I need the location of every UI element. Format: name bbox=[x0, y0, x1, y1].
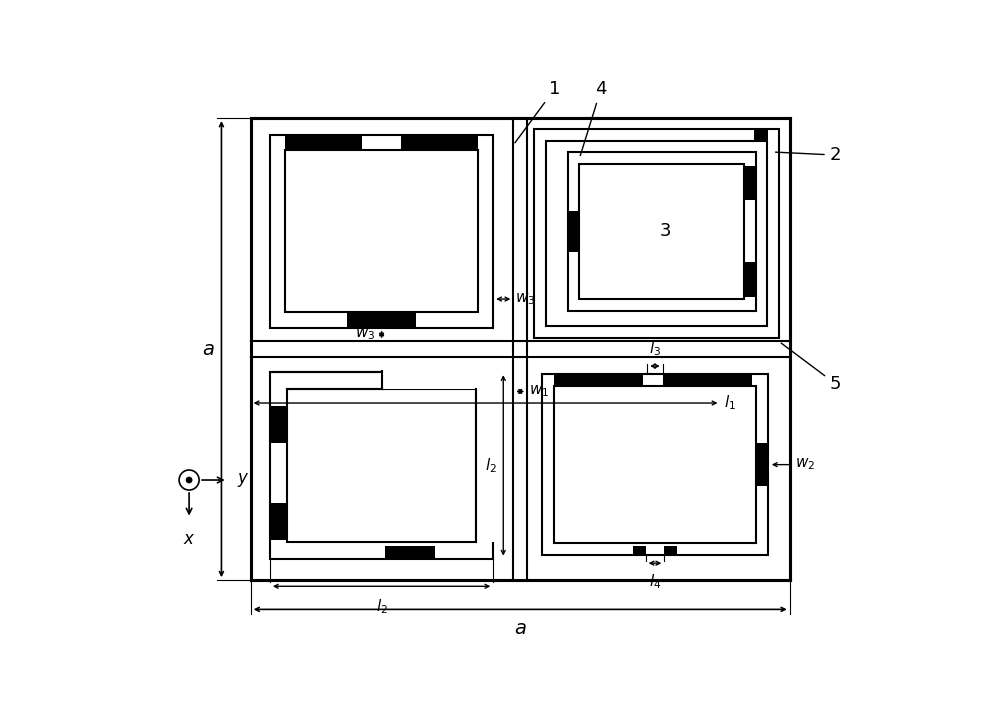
Text: $y$: $y$ bbox=[237, 471, 249, 489]
Bar bbox=[270, 135, 493, 328]
Bar bbox=[546, 141, 767, 326]
Bar bbox=[664, 546, 677, 555]
Bar bbox=[568, 152, 756, 311]
Text: $w_1$: $w_1$ bbox=[529, 383, 549, 399]
Bar bbox=[554, 373, 643, 386]
Bar bbox=[477, 372, 498, 542]
Bar bbox=[285, 150, 478, 312]
Text: $l_2$: $l_2$ bbox=[376, 597, 388, 616]
Text: $w_3$: $w_3$ bbox=[515, 291, 535, 307]
Bar bbox=[251, 118, 790, 580]
Bar bbox=[270, 503, 287, 540]
Text: 1: 1 bbox=[515, 80, 561, 143]
Text: $x$: $x$ bbox=[183, 530, 195, 548]
Text: 3: 3 bbox=[660, 223, 671, 241]
Text: $a$: $a$ bbox=[202, 340, 215, 359]
Bar bbox=[251, 341, 790, 357]
Bar bbox=[744, 263, 756, 297]
Bar bbox=[633, 546, 646, 555]
Text: 2: 2 bbox=[776, 146, 841, 164]
Bar bbox=[401, 135, 478, 150]
Bar bbox=[534, 129, 779, 338]
Bar bbox=[513, 118, 527, 580]
Bar bbox=[382, 369, 497, 389]
Bar bbox=[385, 546, 435, 559]
Bar bbox=[568, 211, 579, 252]
Text: $w_3$: $w_3$ bbox=[355, 326, 375, 343]
Bar bbox=[270, 372, 493, 559]
Bar bbox=[270, 406, 287, 443]
Text: 4: 4 bbox=[580, 80, 607, 156]
Text: $l_1$: $l_1$ bbox=[724, 394, 736, 412]
Bar bbox=[744, 166, 756, 200]
Text: $l_4$: $l_4$ bbox=[649, 572, 661, 591]
Text: $l_3$: $l_3$ bbox=[649, 339, 661, 357]
Text: $a$: $a$ bbox=[514, 618, 527, 637]
Text: $w_2$: $w_2$ bbox=[795, 457, 815, 472]
Bar bbox=[287, 389, 476, 542]
Bar bbox=[554, 386, 756, 543]
Bar bbox=[756, 443, 768, 486]
Bar bbox=[754, 129, 768, 141]
Circle shape bbox=[186, 477, 192, 483]
Bar bbox=[663, 373, 752, 386]
Bar bbox=[542, 373, 768, 555]
Bar bbox=[347, 312, 416, 328]
Bar bbox=[285, 135, 362, 150]
Text: 5: 5 bbox=[781, 343, 841, 393]
Bar bbox=[579, 164, 744, 299]
Text: $l_2$: $l_2$ bbox=[485, 456, 497, 475]
